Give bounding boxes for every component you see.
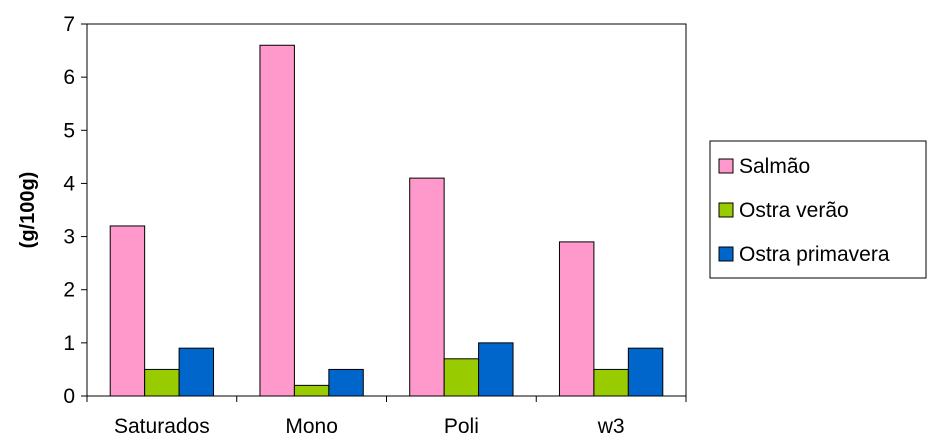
y-tick-label: 6 [63,66,75,89]
legend-label: Ostra primavera [739,243,890,266]
legend-label: Ostra verão [739,199,849,222]
bar-ostra-ver-o-poli [443,358,480,397]
bar-salm-o-w3 [558,241,595,397]
bar-ostra-primavera-saturados [178,347,215,397]
y-axis: 0 1 2 3 4 5 6 7 [63,13,87,408]
bar-ostra-primavera-w3 [627,347,664,397]
bar-ostra-primavera-poli [478,342,514,397]
y-tick-label: 5 [63,119,75,142]
legend-swatch [718,246,734,262]
legend: Salmão Ostra verão Ostra primavera [709,140,927,279]
category-label: Saturados [114,415,210,438]
legend-swatch [718,202,734,218]
x-axis: Saturados Mono Poli w3 [86,396,687,438]
y-axis-title: (g/100g) [17,172,39,249]
legend-box [709,140,927,279]
bar-ostra-ver-o-mono [293,384,330,397]
bar-ostra-ver-o-w3 [593,368,629,397]
plot-area [86,23,687,397]
category-label: Poli [444,415,479,438]
y-tick-label: 4 [63,172,75,195]
y-tick-label: 2 [63,279,75,302]
category-label: Mono [285,415,338,438]
bar-ostra-primavera-mono [328,368,364,397]
bar-salm-o-poli [409,177,445,397]
category-label: w3 [597,415,625,438]
y-tick-label: 3 [63,226,75,249]
y-tick-label: 1 [63,332,75,355]
legend-swatch [718,158,734,174]
y-tick-label: 7 [63,13,75,36]
bar-series [109,44,664,397]
bar-ostra-ver-o-saturados [144,368,180,397]
bar-salm-o-saturados [109,225,146,397]
bar-salm-o-mono [259,44,295,397]
y-tick-label: 0 [63,385,75,408]
legend-label: Salmão [739,155,810,178]
